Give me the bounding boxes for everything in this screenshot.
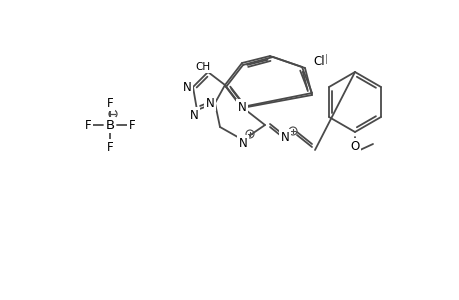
Text: F: F [84,118,91,131]
Text: CH: CH [195,62,210,72]
Text: N: N [205,97,214,110]
Text: Cl: Cl [313,55,324,68]
Text: F: F [106,140,113,154]
Text: F: F [106,97,113,110]
Text: N: N [189,109,198,122]
Text: N: N [280,130,289,143]
Text: Cl: Cl [315,53,327,67]
Text: O: O [350,140,359,152]
Text: F: F [129,118,135,131]
Text: B: B [105,118,114,131]
Text: N: N [182,80,191,94]
Text: N: N [238,136,247,149]
Text: N: N [237,100,246,113]
Text: N: N [237,101,246,115]
